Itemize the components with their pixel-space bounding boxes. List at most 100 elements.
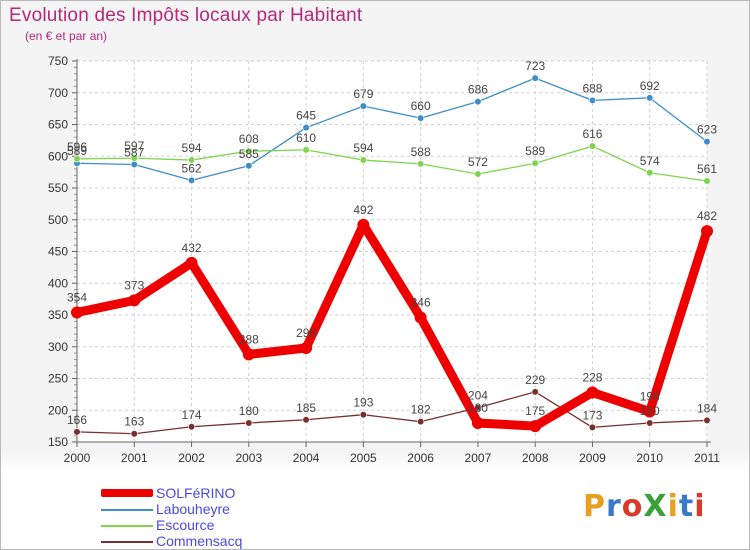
data-label-escource: 608 — [239, 132, 259, 146]
logo-letter: i — [694, 489, 706, 524]
x-tick-label-2007: 2007 — [465, 451, 492, 465]
data-point-commensacq — [187, 423, 196, 431]
legend-swatch-escource — [101, 525, 153, 527]
data-point-labouheyre — [531, 74, 539, 82]
data-label-solf-rino: 228 — [582, 370, 602, 384]
data-label-solf-rino: 354 — [67, 290, 87, 304]
data-point-commensacq — [245, 419, 253, 427]
logo-letter: P — [583, 489, 606, 524]
legend-label-escource: Escource — [156, 517, 215, 533]
y-tick-label-250: 250 — [48, 372, 68, 386]
data-label-labouheyre: 688 — [582, 81, 602, 95]
data-label-escource: 594 — [182, 141, 202, 155]
data-label-escource: 597 — [124, 139, 144, 153]
data-label-commensacq: 173 — [582, 408, 602, 422]
logo-letter: r — [606, 489, 622, 524]
data-label-solf-rino: 180 — [468, 401, 488, 415]
data-point-commensacq — [588, 423, 597, 431]
data-point-commensacq — [130, 430, 138, 438]
series-line-escource — [76, 145, 708, 182]
y-tick-label-450: 450 — [48, 245, 68, 259]
data-label-commensacq: 180 — [239, 404, 259, 418]
data-label-labouheyre: 723 — [525, 59, 545, 73]
data-label-escource: 589 — [525, 144, 545, 158]
data-label-escource: 574 — [640, 154, 660, 168]
x-tick-label-2002: 2002 — [178, 451, 205, 465]
data-point-solf-rino — [128, 294, 141, 307]
data-label-labouheyre: 585 — [239, 147, 259, 161]
y-tick-label-550: 550 — [48, 181, 68, 195]
data-point-escource — [73, 155, 81, 163]
data-label-escource: 594 — [353, 141, 373, 155]
series-line-solf-rino — [72, 220, 712, 431]
legend-swatch-labouheyre — [101, 509, 153, 511]
y-tick-label-650: 650 — [48, 118, 68, 132]
data-label-commensacq: 180 — [640, 404, 660, 418]
x-tick-label-2003: 2003 — [235, 451, 262, 465]
data-point-solf-rino — [643, 405, 656, 418]
data-label-commensacq: 204 — [468, 389, 488, 403]
data-point-escource — [703, 177, 711, 185]
x-tick-label-2009: 2009 — [579, 451, 606, 465]
data-point-labouheyre — [302, 124, 310, 132]
data-point-escource — [474, 170, 482, 178]
data-point-commensacq — [703, 416, 711, 425]
data-point-solf-rino — [586, 386, 599, 399]
data-label-escource: 572 — [468, 155, 488, 169]
logo-letter: t — [678, 489, 695, 524]
data-label-labouheyre: 686 — [468, 83, 488, 97]
data-point-escource — [359, 156, 367, 164]
data-point-commensacq — [646, 419, 654, 427]
data-point-escource — [245, 147, 253, 155]
data-label-solf-rino: 432 — [182, 241, 202, 255]
data-point-labouheyre — [130, 160, 138, 169]
data-label-solf-rino: 482 — [697, 209, 717, 223]
data-point-commensacq — [531, 388, 539, 396]
data-label-escource: 561 — [697, 162, 717, 176]
data-label-labouheyre: 587 — [124, 146, 144, 160]
data-label-commensacq: 182 — [411, 403, 431, 417]
data-label-escource: 596 — [67, 140, 87, 154]
x-tick-label-2004: 2004 — [293, 451, 320, 465]
data-point-escource — [302, 146, 310, 154]
data-point-solf-rino — [414, 311, 427, 324]
data-label-commensacq: 185 — [296, 401, 316, 415]
data-point-solf-rino — [701, 225, 713, 238]
data-point-escource — [187, 156, 196, 164]
data-label-labouheyre: 589 — [67, 144, 87, 158]
data-point-solf-rino — [471, 416, 484, 429]
data-label-labouheyre: 692 — [640, 79, 660, 93]
data-label-labouheyre: 660 — [411, 99, 431, 113]
series-line-commensacq — [76, 391, 708, 435]
data-label-escource: 588 — [411, 145, 431, 159]
x-tick-label-2006: 2006 — [407, 451, 434, 465]
data-point-escource — [531, 159, 539, 167]
logo-letter: X — [643, 489, 668, 524]
chart-title: Evolution des Impôts locaux par Habitant — [9, 5, 363, 26]
data-point-commensacq — [359, 411, 367, 419]
y-tick-label-700: 700 — [48, 86, 68, 100]
data-point-escource — [588, 142, 597, 150]
data-point-labouheyre — [359, 102, 367, 110]
data-label-labouheyre: 623 — [697, 123, 717, 137]
data-point-labouheyre — [187, 176, 196, 184]
data-label-labouheyre: 645 — [296, 109, 316, 123]
data-point-escource — [646, 169, 654, 177]
y-tick-label-200: 200 — [48, 403, 68, 417]
data-point-escource — [417, 160, 425, 168]
y-tick-label-750: 750 — [48, 54, 68, 68]
data-point-labouheyre — [703, 138, 711, 146]
legend-swatch-solferino — [101, 489, 153, 497]
data-label-commensacq: 184 — [697, 401, 717, 415]
y-tick-label-150: 150 — [48, 435, 68, 449]
data-point-labouheyre — [646, 94, 654, 102]
x-tick-label-2005: 2005 — [350, 451, 377, 465]
data-label-solf-rino: 373 — [124, 278, 144, 292]
data-point-solf-rino — [357, 218, 370, 231]
data-label-commensacq: 229 — [525, 373, 545, 387]
data-point-solf-rino — [529, 420, 542, 433]
data-point-labouheyre — [474, 98, 482, 106]
proxiti-logo: ProXiti — [583, 489, 706, 524]
